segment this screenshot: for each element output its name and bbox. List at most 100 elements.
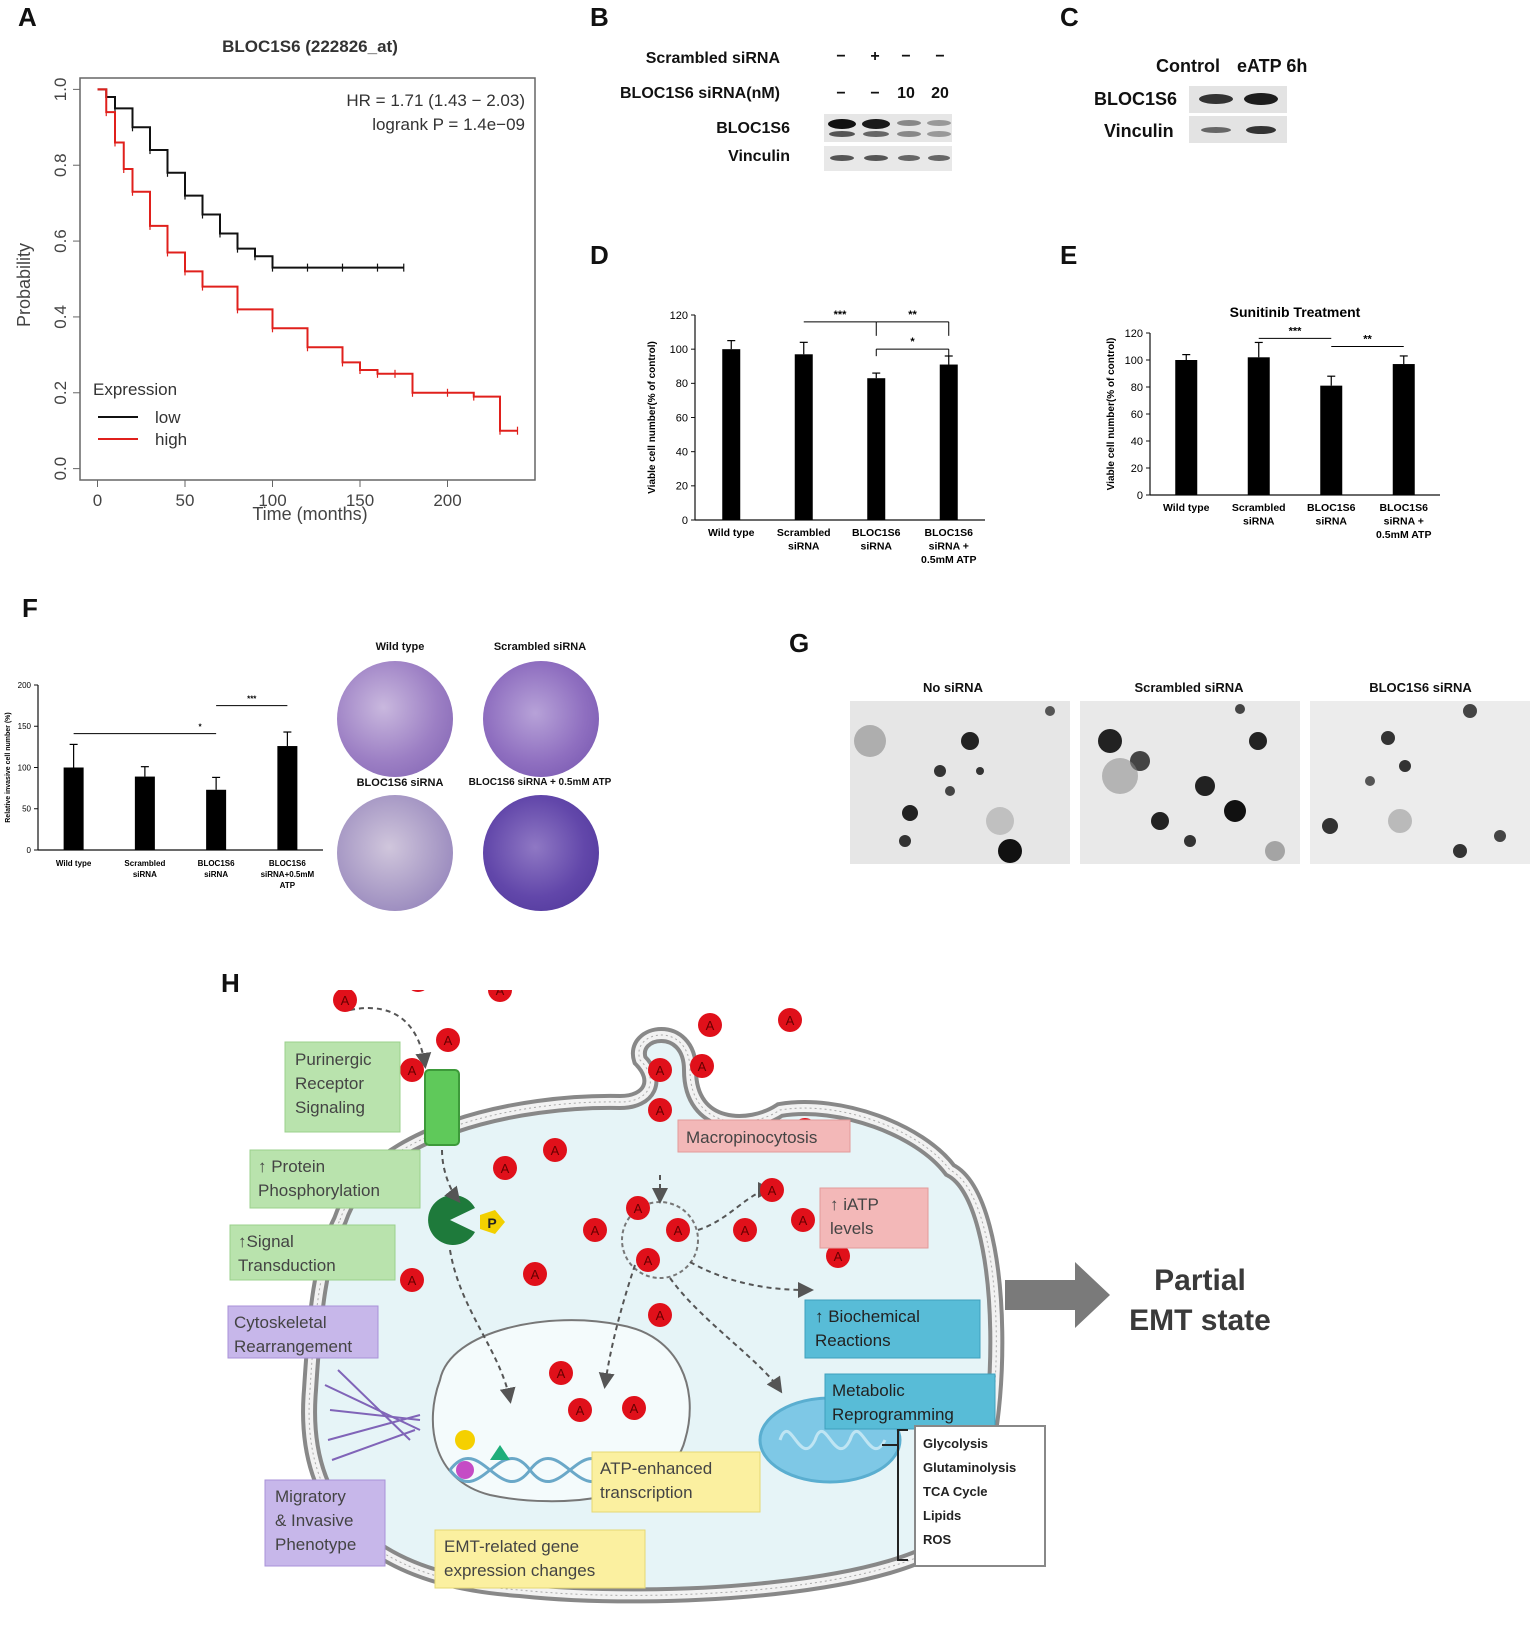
category-label: Wild type — [56, 859, 92, 868]
atp-molecule-glyph: A — [444, 1033, 453, 1048]
atp-molecule-icon — [333, 990, 357, 1012]
km-y-tick-label: 1.0 — [51, 78, 70, 102]
category-label: siRNA — [133, 870, 157, 879]
atp-molecule-glyph: A — [834, 1249, 843, 1264]
bar — [939, 364, 958, 520]
atp-molecule-glyph: A — [786, 1013, 795, 1028]
text-emt-gene: EMT-related gene expression changes — [444, 1537, 595, 1580]
atp-molecule-glyph: A — [698, 1059, 707, 1074]
category-label: BLOC1S6 — [1307, 502, 1356, 514]
polymerase-icon — [490, 1445, 510, 1460]
text-migratory: Migratory & Invasive Phenotype — [275, 1487, 356, 1554]
blot-b-label-bloc1s6: BLOC1S6 — [716, 120, 790, 137]
phosphate-label: P — [487, 1215, 496, 1231]
blot-b-bloc-mark-2: − — [870, 85, 880, 102]
km-y-tick-label: 0.0 — [51, 457, 70, 481]
y-tick-label: 60 — [676, 412, 688, 424]
atp-molecule-icon — [666, 1218, 690, 1242]
bar — [867, 378, 886, 520]
label-macropinocytosis: Macropinocytosis — [677, 1119, 851, 1153]
y-tick-label: 50 — [22, 805, 31, 814]
panel-letter-e: E — [1060, 240, 1078, 270]
blot-b-bloc-mark-3: 10 — [897, 85, 915, 102]
atp-molecule-glyph: A — [799, 1213, 808, 1228]
category-label: BLOC1S6 — [852, 527, 901, 539]
label-migratory-invasive: Migratory & Invasive Phenotype — [264, 1479, 386, 1567]
category-label: Scrambled — [777, 527, 831, 539]
category-label: Scrambled — [1232, 502, 1286, 514]
bar — [1247, 357, 1270, 495]
atp-molecule-icon — [733, 1218, 757, 1242]
atp-molecule-icon — [826, 1244, 850, 1268]
metabolic-bracket — [882, 1429, 908, 1561]
category-label: siRNA — [788, 541, 820, 553]
atp-molecule-glyph: A — [741, 1223, 750, 1238]
panel-f-invasion-images: Wild type Scrambled siRNA BLOC1S6 siRNA … — [325, 633, 655, 918]
y-tick-label: 0 — [27, 846, 32, 855]
atp-molecule-glyph: A — [557, 1366, 566, 1381]
panel-letter-h: H — [221, 968, 240, 998]
invasion-image-wild-type — [337, 661, 453, 777]
y-tick-label: 20 — [1131, 463, 1143, 475]
outcome-text-line1: Partial — [1154, 1264, 1246, 1297]
significance-label: *** — [834, 309, 848, 321]
y-tick-label: 80 — [1131, 382, 1143, 394]
significance-label: *** — [247, 695, 257, 704]
km-x-tick-label: 150 — [346, 491, 374, 510]
atp-molecule-icon — [411, 990, 425, 992]
atp-molecule-icon — [698, 1013, 722, 1037]
panel-b-western-blot: Scrambled siRNA BLOC1S6 siRNA(nM) − + − … — [600, 40, 1030, 180]
category-label: siRNA+0.5mM — [261, 870, 315, 879]
invasion-image-bloc1s6 — [337, 795, 453, 911]
atp-molecule-glyph: A — [634, 1201, 643, 1216]
y-tick-label: 120 — [670, 310, 688, 322]
atp-molecule-glyph: A — [656, 1103, 665, 1118]
text-cytoskeletal: Cytoskeletal Rearrangement — [234, 1313, 352, 1356]
atp-molecule-icon — [778, 1008, 802, 1032]
metabolic-list-item: TCA Cycle — [923, 1484, 988, 1499]
atp-molecule-icon — [493, 1156, 517, 1180]
category-label: Wild type — [1163, 502, 1210, 514]
chart-d: 0 20 40 60 80 100 120 Viable cell number(% of c… — [647, 309, 985, 566]
km-y-tick-label: 0.2 — [51, 381, 70, 405]
atp-molecule-glyph: A — [496, 990, 505, 998]
atp-molecule-glyph: A — [501, 1161, 510, 1176]
km-x-tick-label: 0 — [93, 491, 102, 510]
y-tick-label: 100 — [670, 344, 688, 356]
km-y-tick-label: 0.4 — [51, 305, 70, 329]
atp-molecule-glyph: A — [706, 1018, 715, 1033]
text-protein-phosphorylation: ↑ Protein Phosphorylation — [258, 1157, 380, 1200]
purinergic-receptor-icon — [424, 1069, 460, 1146]
y-tick-label: 0 — [682, 515, 688, 527]
category-label: BLOC1S6 — [1380, 502, 1429, 514]
category-label: siRNA — [204, 870, 228, 879]
label-protein-phosphorylation: ↑ Protein Phosphorylation — [249, 1149, 421, 1209]
km-title: BLOC1S6 (222826_at) — [222, 37, 398, 56]
spheroid-label-no-sirna: No siRNA — [923, 680, 983, 695]
chart-title: Sunitinib Treatment — [1230, 304, 1361, 320]
atp-molecule-glyph: A — [408, 1063, 417, 1078]
metabolic-list-item: ROS — [923, 1532, 952, 1547]
metabolic-list: Glycolysis Glutaminolysis TCA Cycle Lipids R… — [923, 1436, 1016, 1547]
label-signal-transduction: ↑Signal Transduction — [229, 1224, 396, 1281]
atp-molecule-glyph: A — [656, 1063, 665, 1078]
category-label: BLOC1S6 — [198, 859, 235, 868]
panel-letter-b: B — [590, 2, 609, 32]
km-legend-title: Expression — [93, 380, 177, 399]
y-tick-label: 40 — [1131, 436, 1143, 448]
atp-molecule-icon — [648, 1098, 672, 1122]
panel-letter-f: F — [22, 593, 38, 623]
invasion-label-bloc1s6: BLOC1S6 siRNA — [356, 777, 444, 789]
blot-c-bands — [1189, 86, 1287, 143]
km-y-axis-label: Probability — [14, 243, 34, 327]
km-x-tick-label: 50 — [176, 491, 195, 510]
atp-molecule-glyph: A — [630, 1401, 639, 1416]
y-tick-label: 100 — [18, 763, 32, 772]
panel-letter-c: C — [1060, 2, 1079, 32]
metabolic-list-item: Glycolysis — [923, 1436, 988, 1451]
y-tick-label: 100 — [1125, 355, 1143, 367]
atp-molecule-glyph: A — [591, 1223, 600, 1238]
km-plot-frame — [79, 77, 536, 481]
atp-molecule-icon — [400, 1268, 424, 1292]
label-iatp-levels: ↑ iATP levels — [819, 1187, 929, 1249]
